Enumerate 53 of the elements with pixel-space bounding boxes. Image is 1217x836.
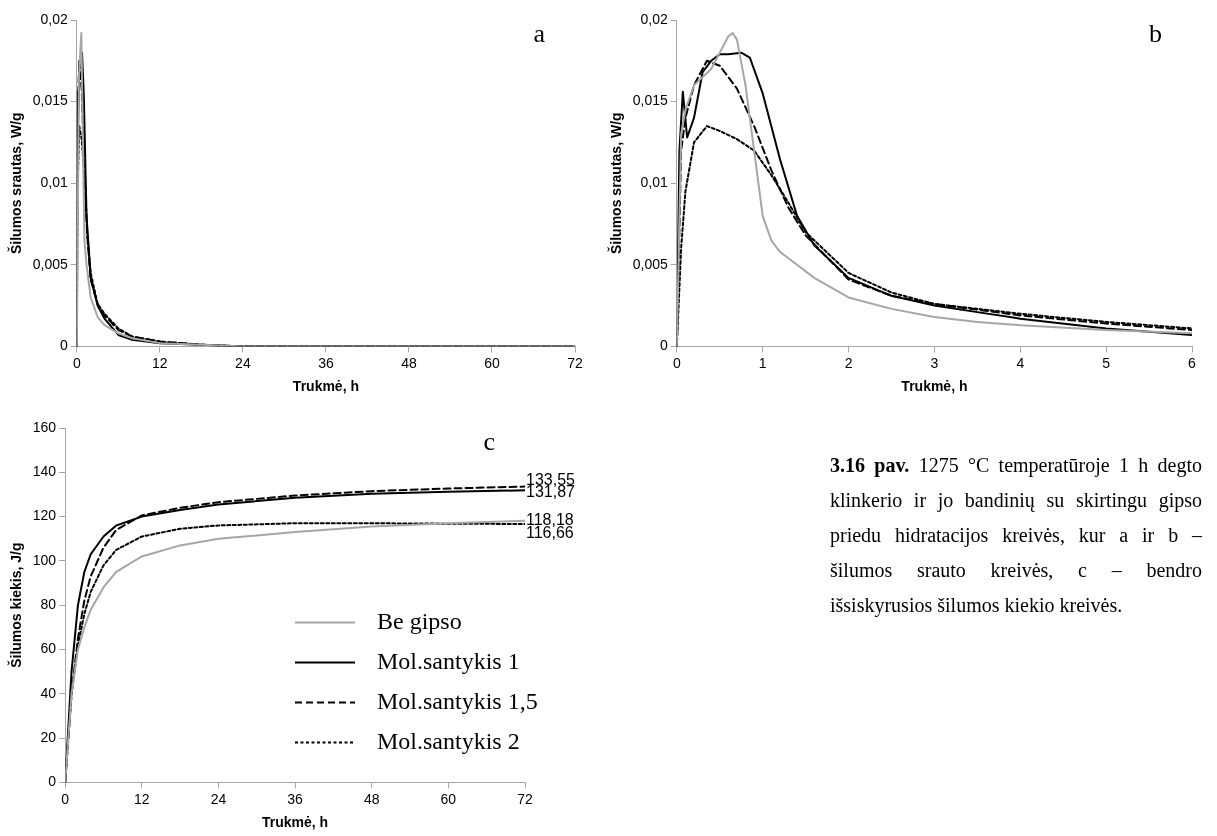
x-tick-label: 24: [210, 790, 227, 807]
y-tick-label: 0,015: [32, 92, 69, 109]
y-tick-label: 60: [40, 640, 57, 657]
x-tick-label: 1: [758, 354, 767, 371]
y-tick-label: 0,005: [632, 255, 669, 272]
annotation: c: [483, 426, 495, 456]
y-tick-label: 120: [32, 507, 57, 524]
x-tick-label: 60: [484, 354, 500, 371]
y-tick-label: 0,02: [40, 10, 69, 27]
y-tick-label: 0,01: [40, 174, 69, 191]
x-tick-label: 24: [235, 354, 251, 371]
x-tick-label: 6: [1188, 354, 1197, 371]
x-tick-label: 4: [1016, 354, 1025, 371]
y-axis-title: Šilumos srautas, W/g: [607, 112, 625, 254]
y-tick-label: 140: [32, 463, 57, 480]
y-tick-label: 40: [40, 684, 57, 701]
x-tick-label: 12: [152, 354, 168, 371]
x-tick-label: 48: [401, 354, 417, 371]
legend-label: Be gipso: [377, 607, 462, 634]
annotation: b: [1149, 18, 1162, 48]
y-tick-label: 0: [60, 337, 69, 354]
x-tick-label: 36: [287, 790, 304, 807]
y-tick-label: 0: [660, 337, 669, 354]
legend-label: Mol.santykis 2: [377, 727, 520, 754]
x-axis-title: Trukmė, h: [901, 378, 968, 395]
x-tick-label: 72: [517, 790, 533, 807]
x-axis-title: Trukmė, h: [292, 378, 359, 395]
y-axis-title: Šilumos kiekis, J/g: [7, 542, 25, 668]
x-tick-label: 12: [134, 790, 150, 807]
y-tick-label: 0,005: [32, 255, 69, 272]
y-tick-label: 160: [32, 418, 57, 435]
x-tick-label: 48: [363, 790, 380, 807]
x-tick-label: 72: [567, 354, 583, 371]
legend-label: Mol.santykis 1: [377, 647, 520, 674]
annotation: a: [533, 18, 546, 48]
y-tick-label: 20: [40, 728, 57, 745]
y-tick-label: 100: [32, 551, 57, 568]
x-axis-title: Trukmė, h: [262, 814, 329, 831]
x-tick-label: 3: [930, 354, 939, 371]
y-tick-label: 0,01: [640, 174, 669, 191]
x-tick-label: 2: [844, 354, 853, 371]
legend-label: Mol.santykis 1,5: [377, 687, 538, 714]
y-axis-title: Šilumos srautas, W/g: [7, 112, 25, 254]
y-tick-label: 80: [40, 596, 57, 613]
text: 3.16 pav.: [830, 454, 910, 476]
x-tick-label: 0: [72, 354, 81, 371]
x-tick-label: 0: [672, 354, 681, 371]
x-tick-label: 60: [440, 790, 457, 807]
x-tick-label: 5: [1102, 354, 1111, 371]
y-tick-label: 0,015: [632, 92, 669, 109]
y-tick-label: 0,02: [640, 10, 669, 27]
y-tick-label: 0: [48, 773, 57, 790]
x-tick-label: 36: [318, 354, 334, 371]
